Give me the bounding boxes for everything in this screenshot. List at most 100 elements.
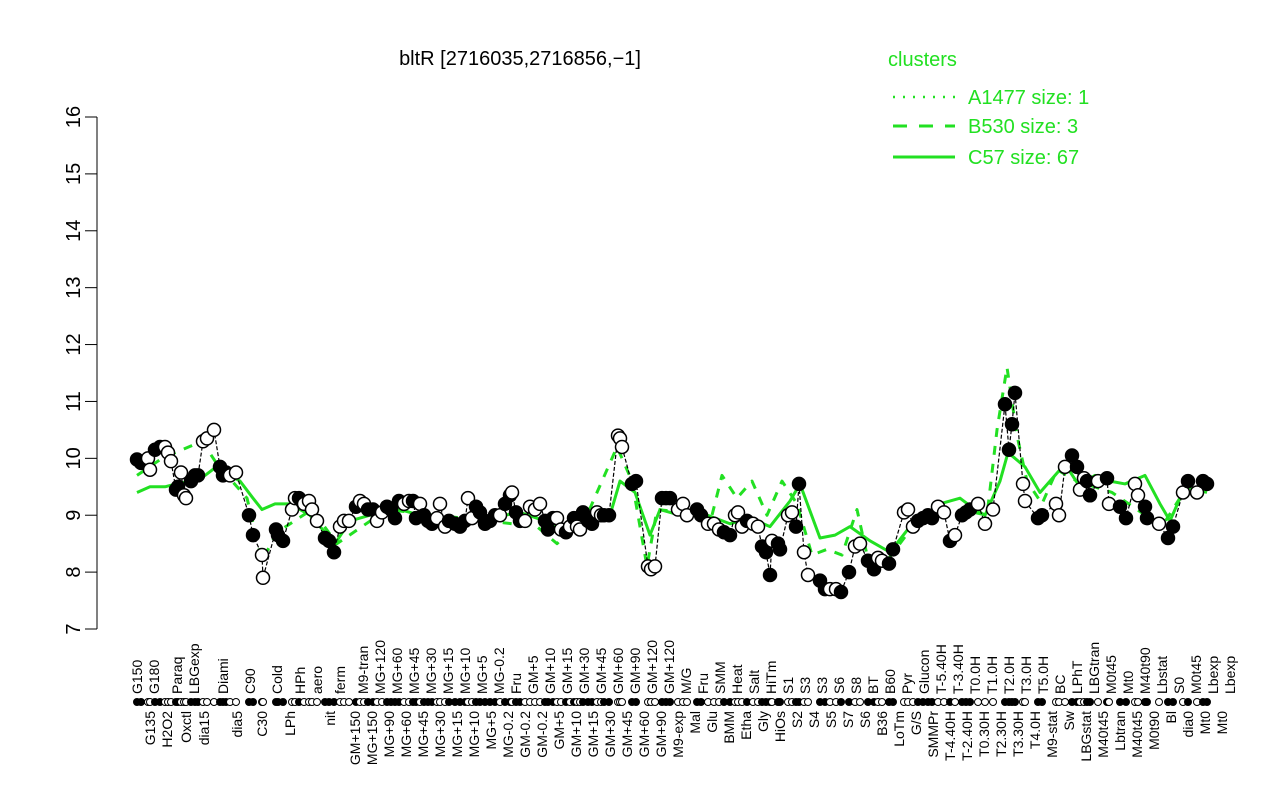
x-tick-label: S1 bbox=[780, 677, 796, 694]
data-point bbox=[1189, 485, 1205, 500]
x-tick-label: T2.0H bbox=[1001, 656, 1017, 694]
legend-label-b530: B530 size: 3 bbox=[968, 116, 1078, 138]
data-point bbox=[924, 510, 940, 526]
x-tick-label: S0 bbox=[1171, 677, 1187, 694]
x-tick-label: S3 bbox=[814, 677, 830, 694]
x-tick-label: T-2.40H bbox=[959, 711, 975, 761]
x-tick-label: MG+10 bbox=[457, 647, 473, 694]
data-point bbox=[1130, 488, 1146, 503]
x-tick-label: T-5.40H bbox=[933, 644, 949, 694]
x-tick-label: B36 bbox=[874, 711, 890, 736]
x-tick-label: M40t90 bbox=[1137, 647, 1153, 694]
sample-marker bbox=[1094, 698, 1102, 706]
x-tick-label: HiOs bbox=[772, 711, 788, 742]
x-tick-label: T0.0H bbox=[967, 656, 983, 694]
sample-marker bbox=[666, 698, 674, 706]
data-point bbox=[142, 462, 158, 477]
sample-marker bbox=[1134, 698, 1142, 706]
x-tick-label: G/S bbox=[908, 711, 924, 735]
data-point bbox=[1112, 499, 1128, 514]
sample-marker bbox=[1021, 698, 1029, 706]
x-tick-label: G135 bbox=[142, 711, 158, 745]
data-point bbox=[900, 502, 916, 517]
data-point bbox=[800, 567, 816, 583]
y-tick-label: 16 bbox=[63, 106, 85, 128]
data-point bbox=[614, 439, 630, 455]
x-tick-label: Lbtran bbox=[1112, 711, 1128, 751]
data-point bbox=[1001, 442, 1017, 458]
x-tick-label: M9-stat bbox=[1044, 711, 1060, 758]
x-tick-label: T3.30H bbox=[1010, 711, 1026, 757]
data-point bbox=[341, 513, 357, 529]
data-point bbox=[228, 465, 244, 480]
x-tick-label: GM+60 bbox=[610, 647, 626, 694]
y-tick-label: 9 bbox=[63, 510, 85, 521]
legend: clusters A1477 size: 1 B530 size: 3 C57 … bbox=[888, 49, 1089, 169]
data-point bbox=[1165, 519, 1181, 534]
data-point bbox=[173, 465, 189, 480]
x-tick-label: MG+120 bbox=[372, 640, 388, 694]
x-tick-label: GM+45 bbox=[619, 711, 635, 758]
sample-marker bbox=[345, 698, 353, 706]
data-point bbox=[762, 567, 778, 583]
x-tick-label: MG-0.2 bbox=[491, 647, 507, 694]
y-tick-label: 14 bbox=[63, 220, 85, 242]
x-tick-label: GM+120 bbox=[661, 640, 677, 694]
x-tick-label: LBGstat bbox=[1078, 711, 1094, 762]
data-point bbox=[796, 544, 812, 560]
x-tick-label: Mt0 bbox=[1197, 711, 1213, 735]
x-tick-label: M9-exp bbox=[670, 711, 686, 758]
y-tick-label: 10 bbox=[63, 447, 85, 469]
sample-marker bbox=[1061, 698, 1069, 706]
data-point bbox=[788, 519, 804, 534]
x-tick-label: S3 bbox=[797, 677, 813, 694]
data-point bbox=[970, 496, 986, 512]
x-tick-label: Glu bbox=[704, 711, 720, 733]
sample-marker bbox=[878, 698, 886, 706]
x-tick-label: GM+150 bbox=[347, 711, 363, 765]
x-tick-label: S5 bbox=[823, 711, 839, 728]
sample-marker bbox=[1105, 698, 1113, 706]
x-tick-label: B60 bbox=[882, 669, 898, 694]
data-point bbox=[255, 570, 271, 586]
x-tick-label: MG+60 bbox=[389, 647, 405, 694]
sample-marker bbox=[313, 698, 321, 706]
sample-marker bbox=[1203, 698, 1211, 706]
data-point bbox=[1082, 488, 1098, 503]
sample-marker bbox=[651, 698, 659, 706]
x-tick-label: ferm bbox=[332, 666, 348, 694]
data-point bbox=[791, 476, 807, 492]
y-tick-label: 11 bbox=[63, 391, 85, 412]
x-tick-label: dia15 bbox=[196, 711, 212, 745]
x-tick-label: GM+15 bbox=[585, 711, 601, 758]
x-tick-label: H2O2 bbox=[159, 711, 175, 748]
y-tick-label: 8 bbox=[63, 567, 85, 578]
x-tick-label: T-3.40H bbox=[950, 644, 966, 694]
x-tick-label: GM+30 bbox=[602, 711, 618, 758]
x-tick-label: GM+60 bbox=[636, 711, 652, 758]
sample-marker bbox=[951, 698, 959, 706]
data-point bbox=[881, 556, 897, 571]
data-point bbox=[1199, 476, 1215, 492]
data-point bbox=[997, 397, 1013, 412]
data-point bbox=[387, 510, 403, 526]
x-tick-label: GM+30 bbox=[576, 647, 592, 694]
series-line-b530 bbox=[136, 365, 1208, 568]
y-tick-label: 12 bbox=[63, 333, 85, 355]
x-tick-label: M40t45 bbox=[1095, 711, 1111, 758]
sample-marker bbox=[1184, 698, 1192, 706]
x-tick-label: GM+10 bbox=[568, 711, 584, 758]
x-tick-label: dia5 bbox=[229, 711, 245, 738]
x-tick-label: GM-0.2 bbox=[534, 711, 550, 758]
sample-marker bbox=[889, 698, 897, 706]
data-point bbox=[1118, 510, 1134, 526]
data-point bbox=[722, 527, 738, 543]
x-tick-label: T0.30H bbox=[976, 711, 992, 757]
data-point bbox=[326, 544, 342, 560]
data-point bbox=[432, 496, 448, 512]
data-point bbox=[1017, 493, 1033, 509]
x-tick-label: Mal bbox=[687, 711, 703, 734]
x-tick-label: Lbexp bbox=[1205, 656, 1221, 694]
x-tick-label: HiTm bbox=[763, 661, 779, 694]
x-tick-label: LPhT bbox=[1069, 660, 1085, 694]
